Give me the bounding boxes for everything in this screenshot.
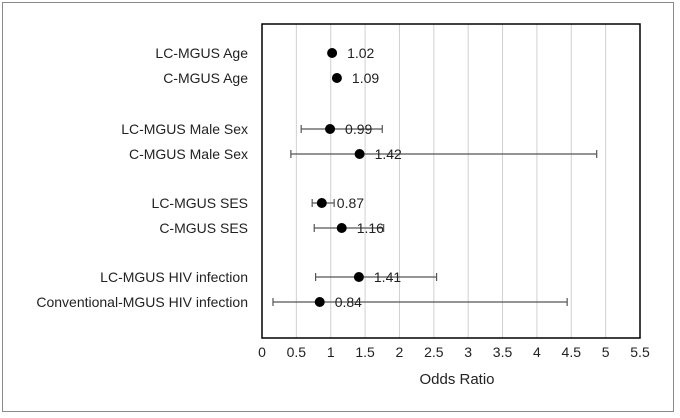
value-label: 1.42 bbox=[375, 146, 402, 162]
x-tick-label: 3.5 bbox=[493, 344, 513, 360]
x-tick-label: 4 bbox=[533, 344, 541, 360]
row-label: Conventional-MGUS HIV infection bbox=[36, 294, 248, 310]
point-estimate bbox=[325, 124, 336, 134]
plot-area bbox=[261, 23, 641, 339]
point-estimate bbox=[336, 223, 347, 233]
x-tick-label: 1.5 bbox=[355, 344, 375, 360]
row-label: LC-MGUS Age bbox=[155, 45, 248, 61]
row-label: C-MGUS Male Sex bbox=[129, 146, 248, 162]
point-estimate bbox=[353, 272, 364, 282]
x-tick-label: 3 bbox=[464, 344, 472, 360]
value-label: 0.99 bbox=[345, 121, 372, 137]
row-label: C-MGUS SES bbox=[159, 220, 248, 236]
gridlines bbox=[295, 24, 607, 338]
value-labels: 1.02 1.09 0.991.42 0.87 1.16 1.41 0.84 bbox=[335, 45, 402, 310]
point-estimates bbox=[314, 48, 365, 307]
value-label: 1.09 bbox=[352, 70, 379, 86]
x-tick-label: 5 bbox=[602, 344, 610, 360]
point-estimate bbox=[316, 198, 327, 208]
row-label: LC-MGUS HIV infection bbox=[100, 269, 248, 285]
x-tick-label: 0 bbox=[258, 344, 266, 360]
x-tick-label: 1 bbox=[327, 344, 335, 360]
row-labels: LC-MGUS Age C-MGUS Age LC-MGUS Male Sex C-M… bbox=[36, 45, 248, 310]
chart-frame bbox=[2, 2, 674, 412]
x-axis-title: Odds Ratio bbox=[419, 371, 494, 388]
x-tick-label: 0.5 bbox=[287, 344, 307, 360]
row-label: LC-MGUS SES bbox=[152, 195, 248, 211]
point-estimate bbox=[354, 149, 365, 159]
x-tick-label: 2 bbox=[396, 344, 404, 360]
value-label: 1.16 bbox=[357, 220, 384, 236]
point-estimate bbox=[327, 48, 338, 58]
value-label: 1.41 bbox=[374, 269, 401, 285]
row-label: C-MGUS Age bbox=[163, 70, 248, 86]
value-label: 0.84 bbox=[335, 294, 362, 310]
x-tick-label: 4.5 bbox=[562, 344, 582, 360]
x-axis-tick-labels: 0 0.5 1 1.5 2 2.5 3 3.5 4 4.5 5 5.5 bbox=[258, 344, 650, 360]
confidence-intervals bbox=[272, 125, 598, 306]
row-label: LC-MGUS Male Sex bbox=[121, 121, 248, 137]
x-tick-label: 5.5 bbox=[630, 344, 650, 360]
value-label: 0.87 bbox=[337, 195, 364, 211]
point-estimate bbox=[314, 297, 325, 307]
x-tick-label: 2.5 bbox=[424, 344, 444, 360]
point-estimate bbox=[331, 73, 342, 83]
value-label: 1.02 bbox=[347, 45, 374, 61]
